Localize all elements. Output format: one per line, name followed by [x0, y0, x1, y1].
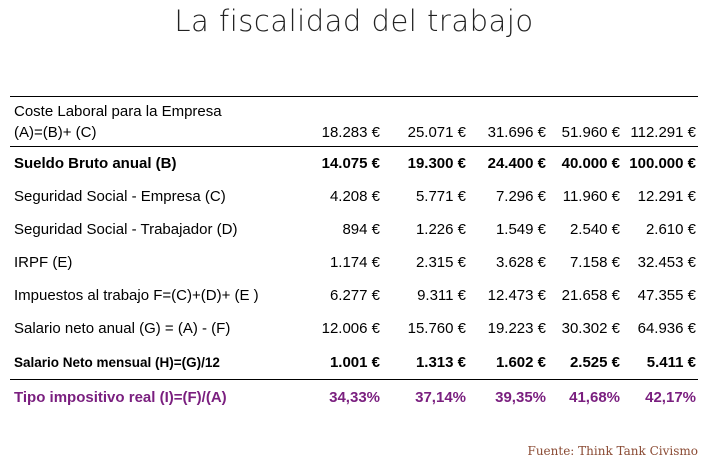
row-label: Coste Laboral para la Empresa (A)=(B)+ (C…	[10, 97, 300, 147]
value-cell: 64.936 €	[637, 320, 696, 337]
value-cell: 1.313 €	[415, 353, 466, 371]
value-cell: 1.174 €	[329, 254, 380, 271]
row-tipo-impositivo: Tipo impositivo real (I)=(F)/(A) 34,33% …	[10, 379, 698, 414]
row-label: IRPF (E)	[14, 254, 73, 271]
row-label: Salario Neto mensual (H)=(G)/12	[14, 354, 220, 370]
value-cell: 19.300 €	[382, 146, 468, 180]
value-cell: 894 €	[342, 221, 380, 238]
value-cell: 30.302 €	[561, 320, 620, 337]
value-cell: 25.071 €	[407, 124, 466, 141]
value-cell: 1.549 €	[495, 221, 546, 238]
row-ss-trabajador: Seguridad Social - Trabajador (D) 894 € …	[10, 213, 698, 246]
value-cell: 51.960 €	[561, 124, 620, 141]
value-cell: 7.296 €	[495, 188, 546, 205]
value-cell: 2.610 €	[645, 221, 696, 238]
value-cell: 24.400 €	[468, 146, 548, 180]
row-label: Seguridad Social - Empresa (C)	[14, 188, 226, 205]
row-irpf: IRPF (E) 1.174 € 2.315 € 3.628 € 7.158 €…	[10, 246, 698, 279]
row-coste-laboral: Coste Laboral para la Empresa (A)=(B)+ (C…	[10, 97, 698, 147]
value-cell: 12.291 €	[637, 188, 696, 205]
value-cell: 1.001 €	[329, 353, 380, 371]
value-cell: 21.658 €	[561, 287, 620, 304]
row-label: Seguridad Social - Trabajador (D)	[14, 221, 238, 238]
value-cell: 2.525 €	[569, 353, 620, 371]
row-label: Salario neto anual (G) = (A) - (F)	[14, 320, 231, 337]
label-line-1: Coste Laboral para la Empresa	[14, 103, 222, 120]
value-cell: 34,33%	[300, 379, 382, 414]
value-cell: 1.226 €	[415, 221, 466, 238]
row-impuestos-trabajo: Impuestos al trabajo F=(C)+(D)+ (E ) 6.2…	[10, 279, 698, 312]
value-cell: 7.158 €	[569, 254, 620, 271]
row-ss-empresa: Seguridad Social - Empresa (C) 4.208 € 5…	[10, 180, 698, 213]
value-cell: 39,35%	[468, 379, 548, 414]
value-cell: 11.960 €	[562, 188, 620, 205]
value-cell: 31.696 €	[487, 124, 546, 141]
value-cell: 42,17%	[622, 379, 698, 414]
value-cell: 1.602 €	[495, 353, 546, 371]
row-sueldo-bruto: Sueldo Bruto anual (B) 14.075 € 19.300 €…	[10, 146, 698, 180]
source-note: Fuente: Think Tank Civismo	[527, 444, 699, 458]
value-cell: 40.000 €	[548, 146, 622, 180]
value-cell: 37,14%	[382, 379, 468, 414]
value-cell: 15.760 €	[407, 320, 466, 337]
page-title: La fiscalidad del trabajo	[174, 4, 534, 38]
value-cell: 12.006 €	[321, 320, 380, 337]
value-cell: 41,68%	[548, 379, 622, 414]
row-label: Impuestos al trabajo F=(C)+(D)+ (E )	[14, 287, 259, 304]
value-cell: 18.283 €	[321, 124, 380, 141]
fiscal-table: Coste Laboral para la Empresa (A)=(B)+ (C…	[10, 96, 698, 414]
value-cell: 5.411 €	[646, 353, 696, 371]
value-cell: 112.291 €	[630, 124, 696, 141]
row-label: Sueldo Bruto anual (B)	[10, 146, 300, 180]
value-cell: 2.540 €	[569, 221, 620, 238]
row-label: Tipo impositivo real (I)=(F)/(A)	[10, 379, 300, 414]
value-cell: 2.315 €	[415, 254, 466, 271]
label-line-2: (A)=(B)+ (C)	[14, 124, 97, 141]
value-cell: 6.277 €	[329, 287, 380, 304]
value-cell: 12.473 €	[487, 287, 546, 304]
value-cell: 100.000 €	[622, 146, 698, 180]
value-cell: 32.453 €	[637, 254, 696, 271]
value-cell: 19.223 €	[487, 320, 546, 337]
row-salario-neto-anual: Salario neto anual (G) = (A) - (F) 12.00…	[10, 312, 698, 345]
value-cell: 14.075 €	[300, 146, 382, 180]
value-cell: 9.311 €	[417, 287, 466, 304]
value-cell: 5.771 €	[415, 188, 466, 205]
value-cell: 47.355 €	[637, 287, 696, 304]
row-salario-neto-mensual: Salario Neto mensual (H)=(G)/12 1.001 € …	[10, 345, 698, 380]
value-cell: 3.628 €	[495, 254, 546, 271]
value-cell: 4.208 €	[329, 188, 380, 205]
